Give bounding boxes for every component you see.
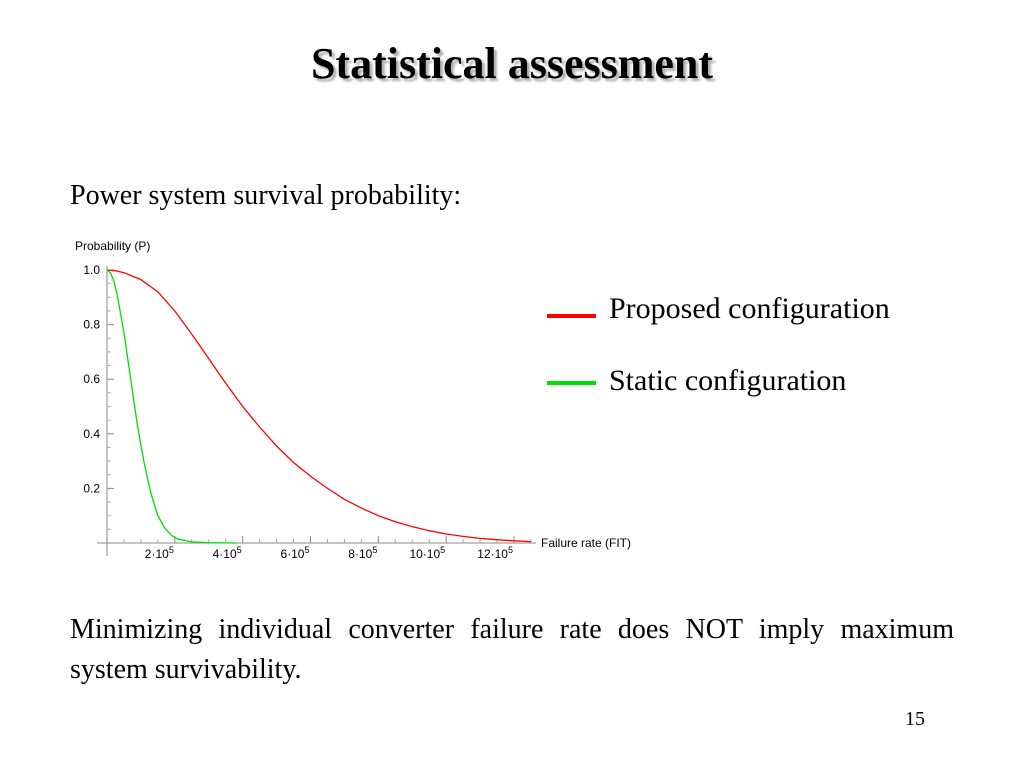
legend-label-static: Static configuration xyxy=(609,364,847,397)
x-tick-label: 8·105 xyxy=(348,545,377,561)
series-lines xyxy=(106,269,532,544)
series-line-1 xyxy=(106,269,236,544)
x-tick-label: 4·105 xyxy=(213,545,242,561)
page-number: 15 xyxy=(905,708,925,730)
x-tick-label: 10·105 xyxy=(409,545,445,561)
slide-subtitle: Power system survival probability: xyxy=(70,180,462,211)
x-tick-label: 12·105 xyxy=(477,545,513,561)
legend-swatches xyxy=(547,314,596,385)
y-ticks: 0.2 0.4 0.6 0.8 1.0 xyxy=(83,263,114,530)
conclusion-text: Minimizing individual converter failure … xyxy=(70,614,954,685)
x-ticks: 2·105 4·105 6·105 8·105 10·105 12·105 xyxy=(123,536,532,561)
slide-title: Statistical assessment xyxy=(310,39,714,88)
y-tick-label: 0.8 xyxy=(83,318,100,332)
y-tick-label: 0.4 xyxy=(83,427,100,441)
y-tick-label: 0.6 xyxy=(83,372,100,386)
x-tick-label: 6·105 xyxy=(280,545,309,561)
x-axis-label: Failure rate (FIT) xyxy=(541,536,631,550)
series-line-0 xyxy=(106,269,532,543)
y-tick-label: 1.0 xyxy=(83,263,100,277)
legend-label-proposed: Proposed configuration xyxy=(609,292,890,325)
x-tick-label: 2·105 xyxy=(145,545,174,561)
y-tick-label: 0.2 xyxy=(83,481,100,495)
y-axis-label: Probability (P) xyxy=(75,239,150,253)
